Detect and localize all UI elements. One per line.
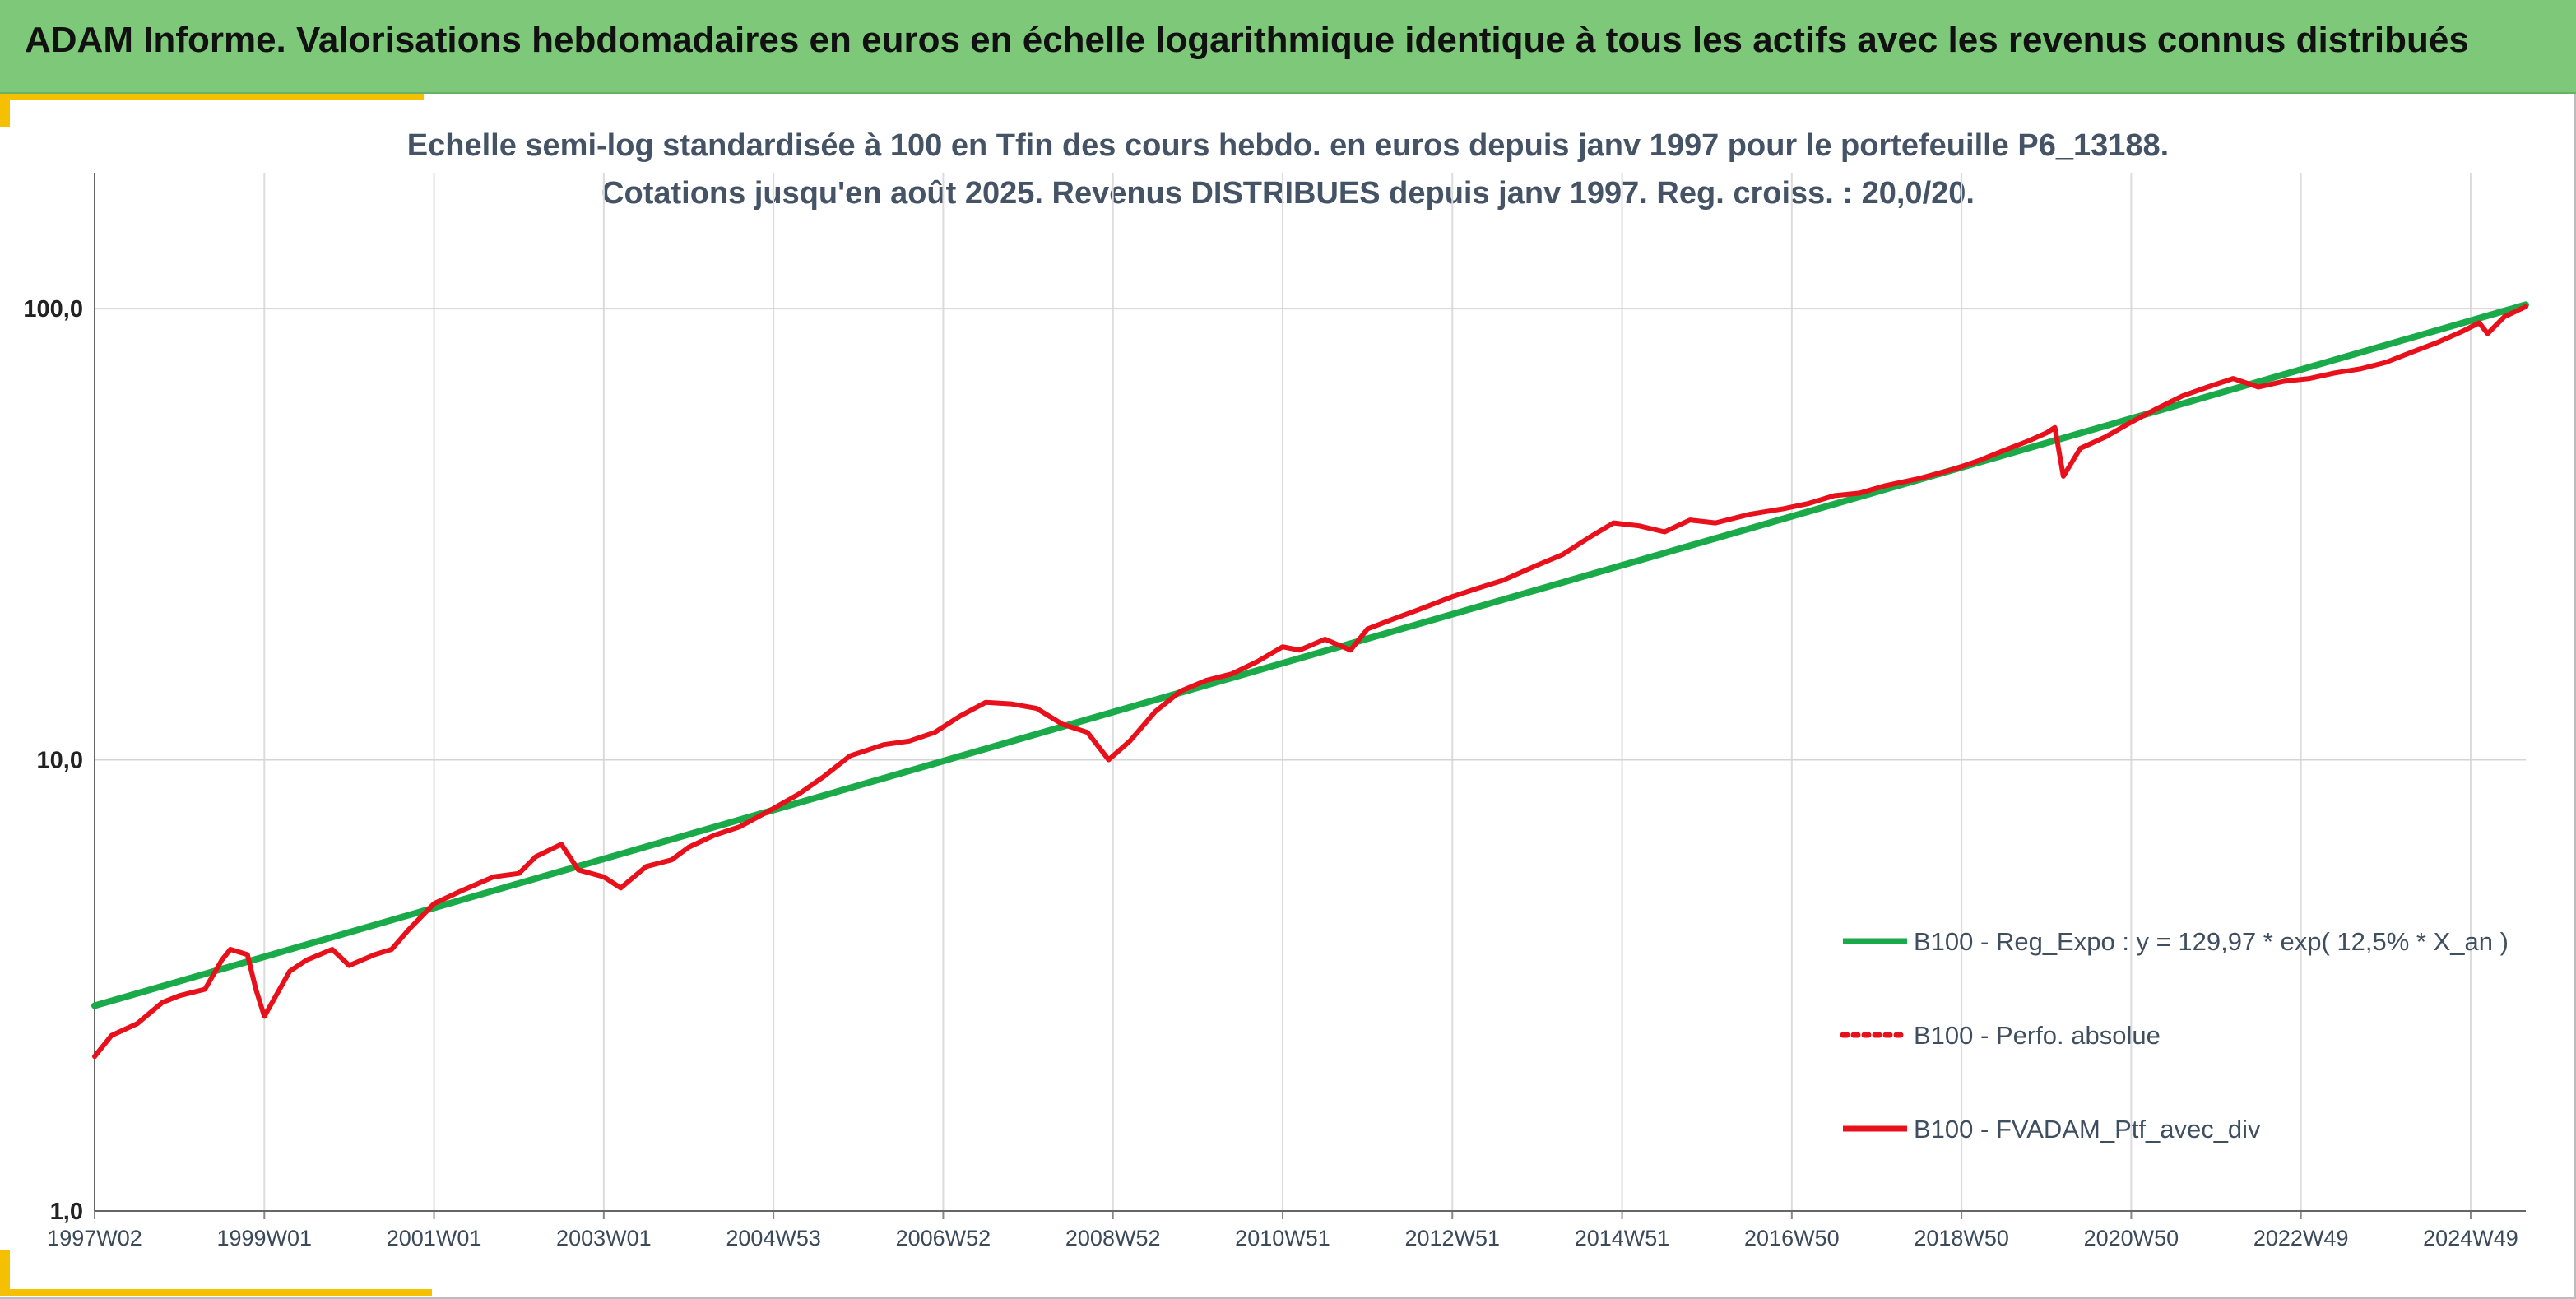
x-tick-label: 2024W49	[2423, 1226, 2518, 1250]
legend-label-0: B100 - Reg_Expo : y = 129,97 * exp( 12,5…	[1914, 927, 2509, 956]
y-tick-label: 100,0	[23, 296, 83, 322]
accent-bar-top-left	[0, 94, 424, 100]
x-tick-label: 2008W52	[1065, 1226, 1161, 1250]
header-bar: ADAM Informe. Valorisations hebdomadaire…	[0, 0, 2576, 94]
legend-label-2: B100 - FVADAM_Ptf_avec_div	[1914, 1115, 2261, 1144]
chart-frame	[0, 94, 2576, 1299]
y-tick-label: 10,0	[37, 748, 83, 774]
series-line-0	[91, 301, 2529, 1009]
y-tick-label: 1,0	[50, 1199, 83, 1225]
x-tick-label: 2001W01	[387, 1226, 482, 1250]
x-tick-label: 1997W02	[47, 1226, 142, 1250]
x-tick-label: 2018W50	[1914, 1226, 2009, 1250]
x-tick-label: 2022W49	[2253, 1226, 2349, 1250]
accent-bar-bottom-left	[0, 1289, 432, 1296]
grid-lines	[94, 173, 2526, 1211]
chart-title-line-1: Echelle semi-log standardisée à 100 en T…	[406, 128, 2170, 163]
series-line-2	[92, 304, 2528, 1060]
series-lines	[91, 301, 2529, 1060]
chart-title-line-2: Cotations jusqu'en août 2025. Revenus DI…	[601, 176, 1975, 211]
x-tick-label: 2020W50	[2084, 1226, 2179, 1250]
x-tick-label: 2016W50	[1744, 1226, 1840, 1250]
chart-title: Echelle semi-log standardisée à 100 en T…	[0, 122, 2576, 217]
legend-label-1: B100 - Perfo. absolue	[1914, 1021, 2161, 1050]
axes	[94, 173, 2526, 1219]
accent-bar-left-top	[0, 94, 10, 127]
x-tick-label: 2006W52	[896, 1226, 991, 1250]
x-tick-label: 1999W01	[216, 1226, 312, 1250]
x-tick-label: 2010W51	[1235, 1226, 1330, 1250]
x-tick-label: 2004W53	[726, 1226, 821, 1250]
legend: B100 - Reg_Expo : y = 129,97 * exp( 12,5…	[1840, 927, 2509, 1144]
header-title: ADAM Informe. Valorisations hebdomadaire…	[25, 20, 2469, 60]
accent-bar-left-bottom	[0, 1250, 10, 1293]
tick-labels: 1997W02 1999W01 2001W01 2003W01 2004W53 2006W…	[23, 296, 2518, 1250]
x-tick-label: 2003W01	[556, 1226, 652, 1250]
x-tick-label: 2014W51	[1575, 1226, 1670, 1250]
x-tick-label: 2012W51	[1404, 1226, 1500, 1250]
